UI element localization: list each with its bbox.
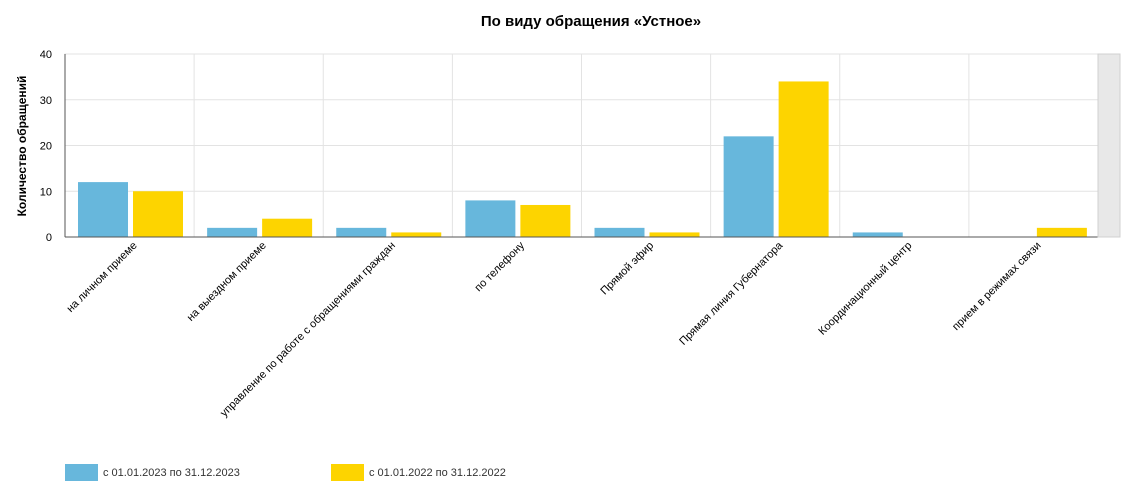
bar-series-0-2[interactable]	[336, 227, 387, 237]
bar-series-1-5[interactable]	[778, 81, 829, 237]
legend-swatch-series-1	[331, 464, 364, 481]
bar-series-0-3[interactable]	[465, 200, 516, 237]
bar-series-1-0[interactable]	[133, 191, 183, 237]
y-tick-label: 30	[40, 95, 52, 107]
legend-swatch-series-0	[65, 464, 98, 481]
bar-series-0-6[interactable]	[852, 232, 903, 237]
bar-series-1-7[interactable]	[1036, 227, 1087, 237]
x-tick-label: по телефону	[473, 239, 528, 294]
bar-series-1-2[interactable]	[391, 232, 442, 237]
bar-series-1-3[interactable]	[520, 204, 571, 237]
scrollbar-track[interactable]	[1097, 53, 1121, 238]
bar-series-1-4[interactable]	[649, 232, 700, 237]
x-tick-label: прием в режимах связи	[950, 240, 1043, 333]
y-axis-label: Количество обращений	[15, 76, 29, 217]
bar-series-0-5[interactable]	[723, 136, 774, 237]
y-tick-label: 10	[40, 186, 52, 198]
y-tick-label: 40	[40, 49, 52, 61]
bar-series-0-4[interactable]	[594, 227, 645, 237]
y-tick-label: 0	[46, 232, 52, 244]
x-tick-label: на выездном приеме	[185, 240, 269, 324]
x-tick-label: Прямая линия Губернатора	[677, 239, 786, 348]
x-tick-label: Координационный центр	[816, 240, 914, 338]
legend-label-series-0: с 01.01.2023 по 31.12.2023	[103, 466, 240, 479]
bar-series-1-1[interactable]	[262, 218, 313, 237]
grid-layer	[64, 53, 1099, 238]
x-tick-label: на личном приеме	[64, 240, 139, 315]
chart-title: По виду обращения «Устное»	[480, 13, 702, 30]
bar-series-0-1[interactable]	[207, 227, 258, 237]
legend-item-series-1[interactable]: с 01.01.2022 по 31.12.2022	[331, 464, 506, 481]
x-tick-label: Прямой эфир	[598, 240, 656, 298]
legend-item-series-0[interactable]: с 01.01.2023 по 31.12.2023	[65, 464, 240, 481]
y-tick-label: 20	[40, 141, 52, 153]
bar-layer	[78, 81, 1087, 237]
legend-label-series-1: с 01.01.2022 по 31.12.2022	[369, 466, 506, 479]
bar-series-0-0[interactable]	[78, 182, 128, 237]
